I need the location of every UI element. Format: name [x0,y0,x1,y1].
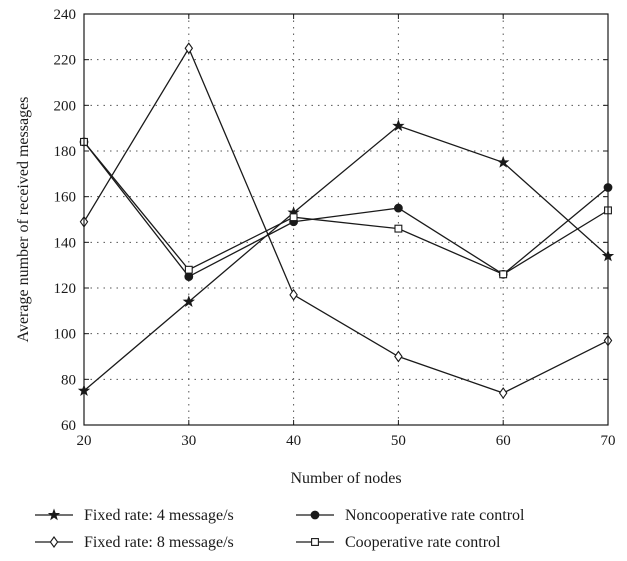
y-tick-label: 220 [54,53,77,69]
legend-item: Fixed rate: 8 message/s [35,534,234,551]
x-tick-label: 20 [77,433,92,449]
series-line [83,125,609,392]
legend-item: Fixed rate: 4 message/s [35,507,234,524]
ticks: 20 30 40 50 60 70 60 80 100 120 140 160 180 200 220 240 [54,7,616,449]
series-layer [77,42,615,399]
plot-frame [83,13,609,426]
data-point-star [392,119,405,132]
y-tick-label: 140 [54,235,77,251]
x-tick-label: 40 [286,433,301,449]
y-axis-label: Average number of received messages [15,97,32,343]
y-tick-label: 80 [61,372,76,388]
data-point-circle [184,272,194,281]
legend: Fixed rate: 4 message/s Fixed rate: 8 mes… [35,507,525,551]
x-tick-label: 30 [181,433,196,449]
y-tick-label: 120 [54,281,77,297]
data-point-diamond [184,42,194,55]
legend-item: Noncooperative rate control [296,507,525,524]
x-tick-label: 70 [601,433,616,449]
grid [84,14,608,425]
y-tick-label: 180 [54,144,77,160]
series-diamond [79,42,613,399]
data-point-square [184,265,193,274]
y-tick-label: 160 [54,190,77,206]
legend-marker-star [47,508,61,521]
data-point-circle [394,203,403,213]
legend-label: Noncooperative rate control [345,507,525,524]
data-point-star [182,295,195,307]
legend-marker-circle [310,510,320,520]
data-point-square [499,270,508,279]
legend-item: Cooperative rate control [296,534,501,551]
series-line [83,141,609,276]
x-tick-label: 60 [496,433,511,449]
series-star [77,119,615,396]
y-tick-label: 240 [54,7,77,23]
data-point-square [394,224,403,233]
legend-marker-diamond [49,536,59,548]
legend-label: Fixed rate: 4 message/s [84,507,234,524]
series-line [83,141,609,278]
x-tick-label: 50 [391,433,406,449]
y-tick-label: 200 [54,98,77,114]
data-point-star [497,155,510,168]
data-point-diamond [289,288,298,301]
data-point-diamond [394,350,403,363]
y-tick-label: 60 [61,418,76,434]
legend-label: Cooperative rate control [345,534,501,551]
legend-marker-square [311,538,319,546]
y-tick-label: 100 [54,327,77,343]
legend-label: Fixed rate: 8 message/s [84,534,234,551]
x-axis-label: Number of nodes [290,470,401,487]
data-point-square [289,213,298,222]
series-circle [79,137,613,281]
data-point-diamond [498,387,508,399]
series-square [80,137,612,279]
series-line [83,46,609,394]
